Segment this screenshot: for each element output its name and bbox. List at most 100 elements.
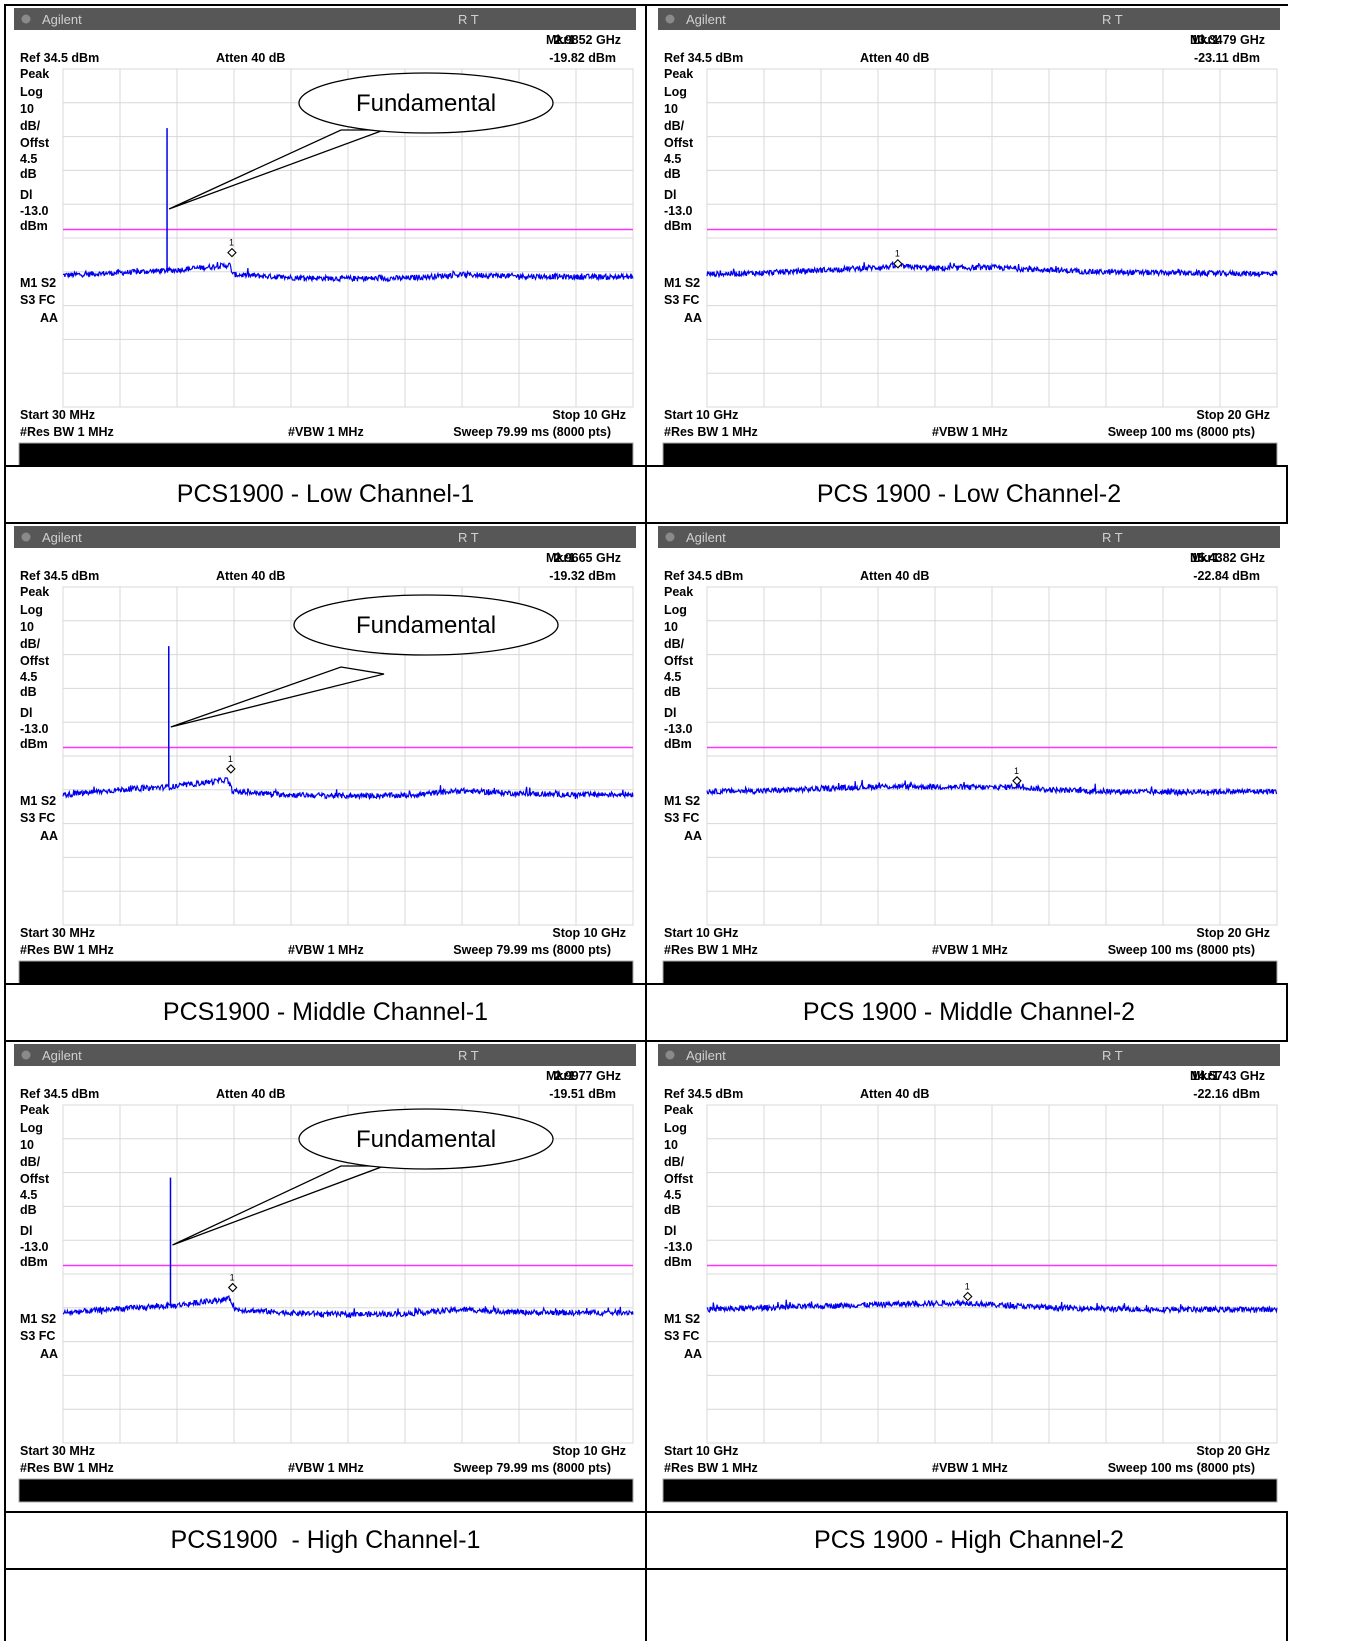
marker-number: 1 xyxy=(228,754,233,764)
start-frequency: Start 10 GHz xyxy=(664,408,738,422)
marker-label: Mkr1 xyxy=(1190,551,1219,565)
side-label: 10 xyxy=(20,620,34,634)
results-table: Agilent R T Mkr1 2.9852 GHz -19.82 dBm Ref 34… xyxy=(4,4,1348,1641)
title-bar xyxy=(658,1044,1280,1066)
table-rule xyxy=(4,4,6,1641)
side-label: Dl xyxy=(20,1224,33,1238)
callout-bubble xyxy=(298,1108,554,1170)
side-label: Dl xyxy=(20,188,33,202)
brand-label: Agilent xyxy=(686,12,726,27)
stop-frequency: Stop 20 GHz xyxy=(1196,408,1270,422)
side-label: 10 xyxy=(20,102,34,116)
resolution-bandwidth: #Res BW 1 MHz xyxy=(20,943,114,957)
side-label: Peak xyxy=(20,585,49,599)
marker-diamond-icon xyxy=(1012,776,1022,786)
title-bar xyxy=(14,1044,636,1066)
side-label: Log xyxy=(664,85,687,99)
mode-label: S3 FC xyxy=(20,811,55,825)
title-bar xyxy=(14,526,636,548)
marker-label: Mkr1 xyxy=(546,33,575,47)
callout-label: Fundamental xyxy=(356,90,496,117)
spectrum-analyzer-screen: Agilent R T Mkr1 2.9977 GHz -19.51 dBm Ref 34… xyxy=(6,1042,645,1511)
status-bar xyxy=(662,1478,1278,1503)
start-frequency: Start 10 GHz xyxy=(664,1444,738,1458)
plot-caption: PCS1900 - High Channel-1 xyxy=(170,1526,481,1554)
spectrum-analyzer-screen: Agilent R T Mkr1 15.4382 GHz -22.84 dBm Ref 3… xyxy=(650,524,1288,983)
resolution-bandwidth: #Res BW 1 MHz xyxy=(20,1461,114,1475)
side-label: Log xyxy=(20,603,43,617)
start-frequency: Start 30 MHz xyxy=(20,408,95,422)
callout-bubble xyxy=(298,72,554,134)
side-label: dBm xyxy=(20,219,48,233)
status-label: R T xyxy=(458,530,479,545)
attenuation: Atten 40 dB xyxy=(216,569,285,583)
callout-pointer xyxy=(172,1165,385,1246)
marker-level: -22.16 dBm xyxy=(1193,1087,1260,1101)
status-bar xyxy=(662,960,1278,983)
marker-number: 1 xyxy=(895,249,900,259)
side-label: dBm xyxy=(20,737,48,751)
plot-caption: PCS1900 - Middle Channel-1 xyxy=(162,998,489,1026)
side-label: dBm xyxy=(664,219,692,233)
table-rule xyxy=(4,1511,1288,1513)
side-label: dBm xyxy=(664,737,692,751)
marker-level: -23.11 dBm xyxy=(1194,51,1260,65)
sweep-time: Sweep 100 ms (8000 pts) xyxy=(1108,425,1255,439)
side-label: dB/ xyxy=(20,119,41,133)
mode-label: S3 FC xyxy=(20,293,55,307)
side-label: 4.5 xyxy=(20,152,37,166)
spectrum-analyzer-screen: Agilent R T Mkr1 13.3479 GHz -23.11 dBm Ref 3… xyxy=(650,6,1288,465)
marker-level: -19.51 dBm xyxy=(549,1087,616,1101)
noise-trace xyxy=(62,261,634,283)
marker-label: Mkr1 xyxy=(1190,1069,1219,1083)
side-label: -13.0 xyxy=(664,722,693,736)
table-rule xyxy=(4,522,1288,524)
plot-caption: PCS 1900 - High Channel-2 xyxy=(814,1526,1124,1554)
attenuation: Atten 40 dB xyxy=(860,569,929,583)
video-bandwidth: #VBW 1 MHz xyxy=(288,1461,364,1475)
mode-label: S3 FC xyxy=(664,811,699,825)
side-label: dB xyxy=(664,1203,681,1217)
mode-label: S3 FC xyxy=(664,1329,699,1343)
resolution-bandwidth: #Res BW 1 MHz xyxy=(664,943,758,957)
marker-level: -19.32 dBm xyxy=(549,569,616,583)
side-label: -13.0 xyxy=(664,204,693,218)
side-label: Dl xyxy=(20,706,33,720)
marker-freq: 13.3479 GHz xyxy=(1191,33,1265,47)
marker-number: 1 xyxy=(965,1282,970,1292)
attenuation: Atten 40 dB xyxy=(860,51,929,65)
plot-caption: PCS 1900 - Middle Channel-2 xyxy=(802,998,1136,1026)
side-label: dB xyxy=(664,685,681,699)
side-label: Peak xyxy=(20,1103,49,1117)
stop-frequency: Stop 10 GHz xyxy=(552,1444,626,1458)
status-label: R T xyxy=(1102,530,1123,545)
brand-label: Agilent xyxy=(42,530,82,545)
side-label: 10 xyxy=(664,102,678,116)
callout-label: Fundamental xyxy=(356,1126,496,1153)
stop-frequency: Stop 10 GHz xyxy=(552,926,626,940)
stop-frequency: Stop 20 GHz xyxy=(1196,926,1270,940)
plot-caption: PCS 1900 - Low Channel-2 xyxy=(816,480,1122,508)
side-label: 10 xyxy=(20,1138,34,1152)
callout-label: Fundamental xyxy=(356,612,496,639)
side-label: dB xyxy=(20,685,37,699)
side-label: Log xyxy=(664,1121,687,1135)
spectrum-analyzer-screen: Agilent R T Mkr1 14.5743 GHz -22.16 dBm Ref 3… xyxy=(650,1042,1288,1511)
side-label: 4.5 xyxy=(664,1188,681,1202)
marker-label: Mkr1 xyxy=(546,1069,575,1083)
side-label: dB xyxy=(20,167,37,181)
agilent-logo-icon xyxy=(21,1050,31,1060)
side-label: dB/ xyxy=(20,637,41,651)
side-label: Log xyxy=(20,85,43,99)
mode-label: M1 S2 xyxy=(664,276,700,290)
sweep-time: Sweep 79.99 ms (8000 pts) xyxy=(453,425,611,439)
noise-trace xyxy=(706,1298,1278,1315)
side-label: -13.0 xyxy=(664,1240,693,1254)
brand-label: Agilent xyxy=(686,530,726,545)
side-label: Offst xyxy=(20,1172,50,1186)
side-label: Dl xyxy=(664,706,677,720)
side-label: 4.5 xyxy=(664,670,681,684)
brand-label: Agilent xyxy=(42,1048,82,1063)
